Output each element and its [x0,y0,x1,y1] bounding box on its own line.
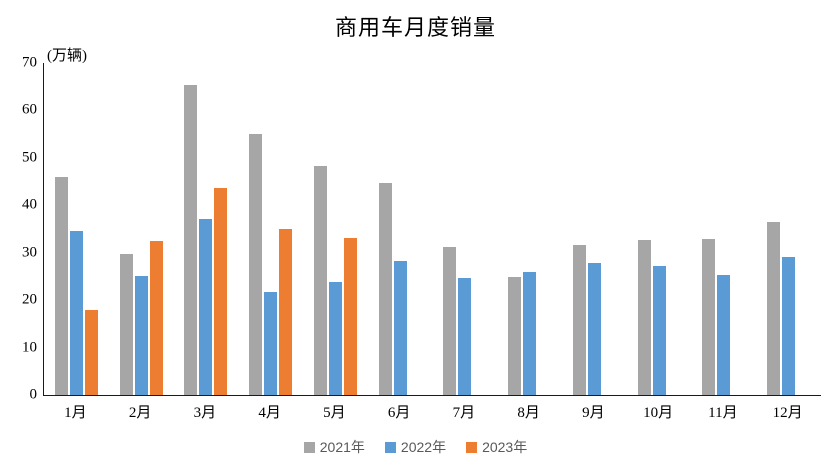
x-label-5月: 5月 [323,405,346,421]
y-tick-label: 70 [22,54,37,71]
bar-group-11月 [692,63,757,395]
y-tick-label: 20 [22,291,37,308]
bar-group-8月 [497,63,562,395]
bar-2022年-6月 [393,261,407,395]
bar-2023年-3月 [214,187,228,395]
bar-2021年-12月 [767,222,781,395]
legend-label: 2023年 [482,439,528,455]
bar-2022年-7月 [458,278,472,395]
bar-2021年-4月 [249,133,263,395]
bar-2022年-2月 [134,276,148,395]
bar-2022年-11月 [717,274,731,395]
bar-2022年-10月 [652,265,666,395]
x-label-2月: 2月 [128,405,152,421]
legend-swatch-icon [466,441,478,453]
bar-2022年-4月 [264,291,278,395]
bar-2022年-5月 [328,281,342,395]
bar-2022年-12月 [782,256,796,395]
plot-area [43,63,821,396]
legend: 2021年 2022年 2023年 [0,437,831,457]
bar-2023年-4月 [279,229,293,395]
bar-group-6月 [368,63,433,395]
bar-group-12月 [756,63,821,395]
y-tick-label: 0 [29,386,38,403]
x-label-12月: 12月 [772,405,803,421]
bar-2021年-1月 [54,176,68,395]
bar-2021年-6月 [378,183,392,395]
bar-group-2月 [109,63,174,395]
bar-2022年-9月 [587,263,601,395]
x-label-11月: 11月 [708,405,738,421]
bar-2021年-11月 [702,238,716,395]
bar-2021年-10月 [637,240,651,395]
bar-2022年-8月 [523,272,537,395]
x-label-4月: 4月 [258,405,281,421]
bar-2023年-5月 [343,238,357,395]
bar-group-5月 [303,63,368,395]
bar-group-3月 [174,63,239,395]
legend-label: 2021年 [319,439,365,455]
legend-swatch-icon [384,441,396,453]
bar-2021年-5月 [313,165,327,395]
y-axis-unit-label: (万辆) [47,48,87,64]
bar-2023年-2月 [149,241,163,395]
bar-2021年-9月 [572,244,586,395]
bar-2022年-3月 [199,219,213,395]
bar-group-10月 [627,63,692,395]
bar-2021年-3月 [184,85,198,395]
y-tick-label: 30 [22,244,37,261]
bar-2021年-7月 [443,246,457,395]
legend-label: 2022年 [400,439,447,455]
legend-swatch-icon [303,441,315,453]
bar-group-9月 [562,63,627,395]
bar-2022年-1月 [69,231,83,395]
x-label-9月: 9月 [582,405,605,421]
x-label-3月: 3月 [193,405,217,421]
legend-item-2021年: 2021年 [303,437,365,457]
bar-2023年-1月 [84,309,98,395]
x-label-8月: 8月 [517,405,540,421]
y-tick-label: 60 [22,101,37,118]
y-tick-label: 40 [22,196,37,213]
x-label-6月: 6月 [387,405,411,421]
x-label-10月: 10月 [643,405,674,421]
x-axis-labels: 1月 2月 3月 4月 5月 6月 7月 8月 9月 10月 11月 12月 [43,401,820,422]
y-tick-label: 50 [22,149,37,166]
bar-group-1月 [44,63,109,395]
bar-2021年-8月 [508,276,522,395]
legend-item-2023年: 2023年 [466,437,527,457]
x-label-7月: 7月 [452,405,476,421]
y-axis-tick-labels: 0 10 20 30 40 50 60 70 [0,55,37,403]
bar-2021年-2月 [119,253,133,395]
x-label-1月: 1月 [64,405,87,421]
chart-title: 商用车月度销量 [334,15,496,40]
bar-group-7月 [433,63,498,395]
y-tick-label: 10 [22,339,37,356]
bar-group-4月 [238,63,303,395]
legend-item-2022年: 2022年 [384,437,447,457]
